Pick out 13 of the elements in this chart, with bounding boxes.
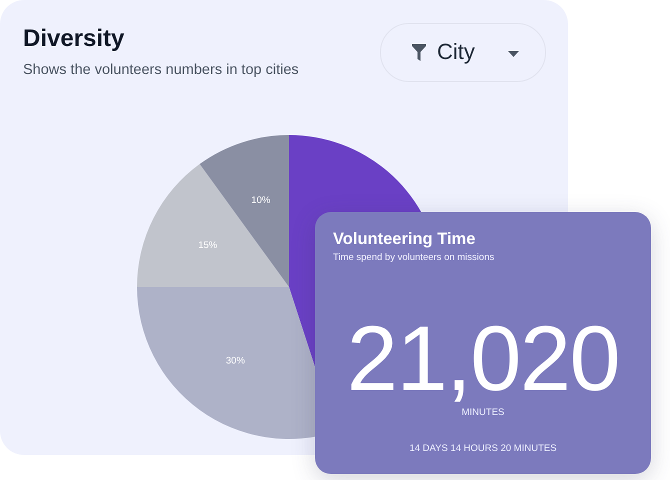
- chart-subtitle: Shows the volunteers numbers in top cities: [23, 61, 299, 79]
- pie-slice: [200, 135, 289, 287]
- data-label: 30%: [226, 355, 246, 366]
- text: Volunteering Time: [333, 229, 476, 249]
- pie-slice: [137, 164, 289, 287]
- data-label: 10%: [251, 194, 271, 206]
- text: Time spend by volunteers on missions: [333, 252, 494, 264]
- text: 14 DAYS 14 HOURS 20 MINUTES: [408, 443, 558, 455]
- text: City: [437, 38, 475, 66]
- text: MINUTES: [460, 407, 506, 419]
- chart-title: Diversity: [23, 24, 124, 54]
- text: 21,020: [346, 308, 620, 410]
- data-label: 15%: [198, 240, 218, 252]
